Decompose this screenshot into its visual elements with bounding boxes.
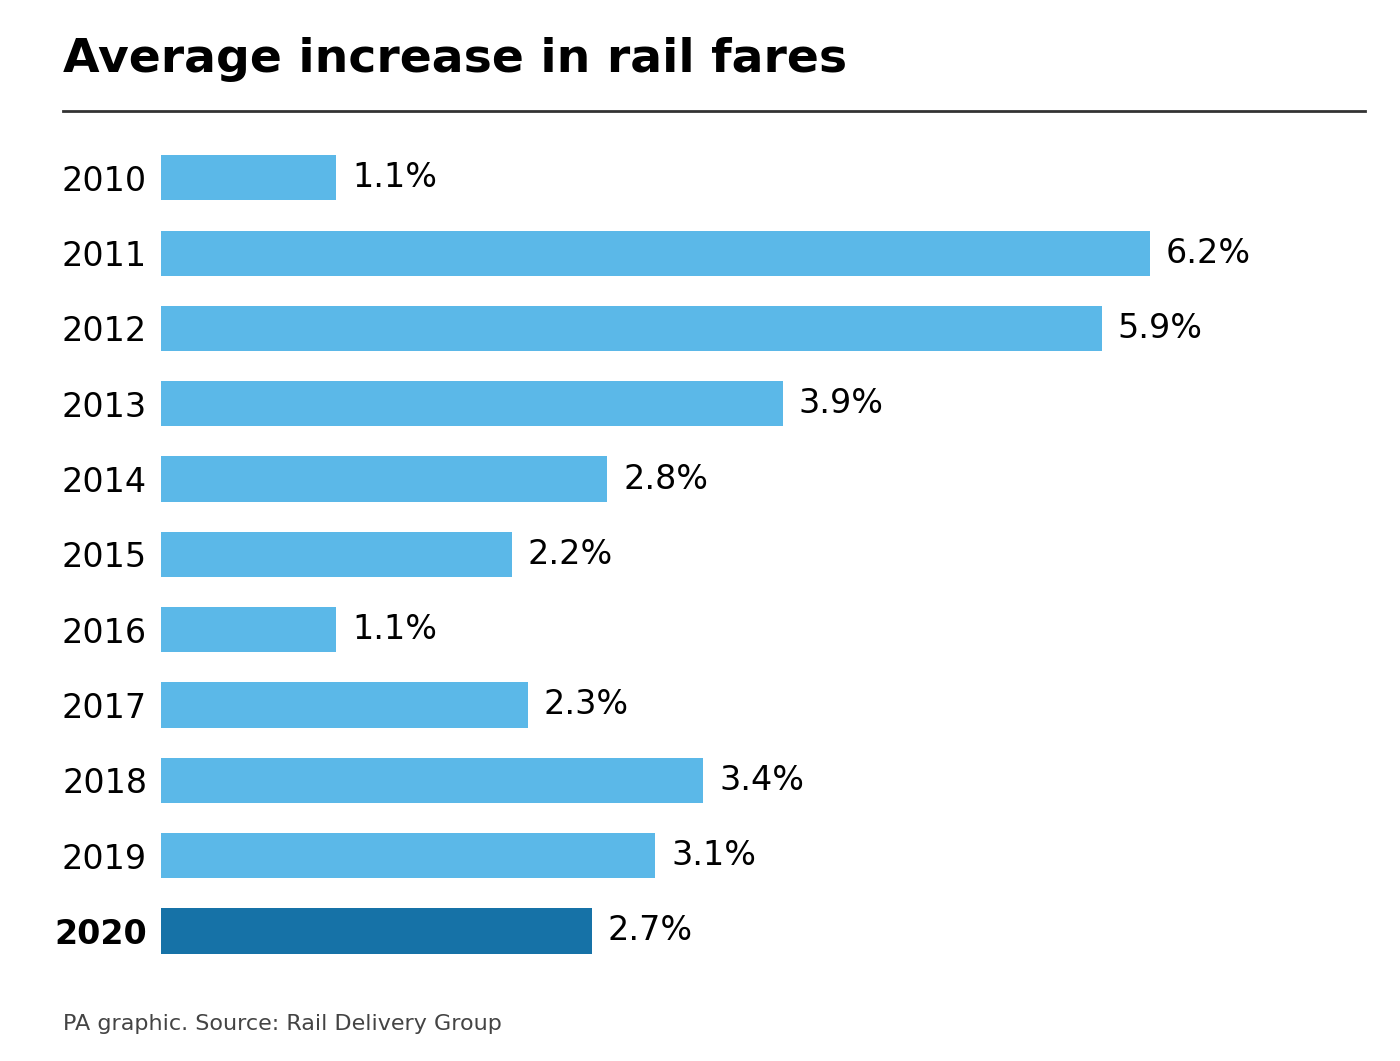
Bar xyxy=(161,230,1149,276)
Bar xyxy=(161,532,512,577)
Text: 1.1%: 1.1% xyxy=(353,613,437,646)
Text: 3.4%: 3.4% xyxy=(720,764,804,797)
Text: 5.9%: 5.9% xyxy=(1117,312,1203,345)
Text: 3.9%: 3.9% xyxy=(799,387,883,420)
Bar xyxy=(161,306,1102,351)
Bar xyxy=(161,908,591,954)
Text: 2.3%: 2.3% xyxy=(543,689,629,721)
Bar xyxy=(161,833,655,879)
Bar xyxy=(161,758,703,803)
Text: PA graphic. Source: Rail Delivery Group: PA graphic. Source: Rail Delivery Group xyxy=(63,1014,501,1034)
Bar xyxy=(161,682,528,728)
Bar xyxy=(161,456,608,502)
Text: 1.1%: 1.1% xyxy=(353,161,437,194)
Bar xyxy=(161,155,336,201)
Text: 2.7%: 2.7% xyxy=(608,915,693,947)
Text: Average increase in rail fares: Average increase in rail fares xyxy=(63,37,847,82)
Text: 6.2%: 6.2% xyxy=(1165,237,1250,269)
Text: 2.2%: 2.2% xyxy=(528,538,613,571)
Text: 3.1%: 3.1% xyxy=(671,839,756,872)
Bar xyxy=(161,381,783,427)
Text: 2.8%: 2.8% xyxy=(623,463,708,495)
Bar xyxy=(161,607,336,653)
